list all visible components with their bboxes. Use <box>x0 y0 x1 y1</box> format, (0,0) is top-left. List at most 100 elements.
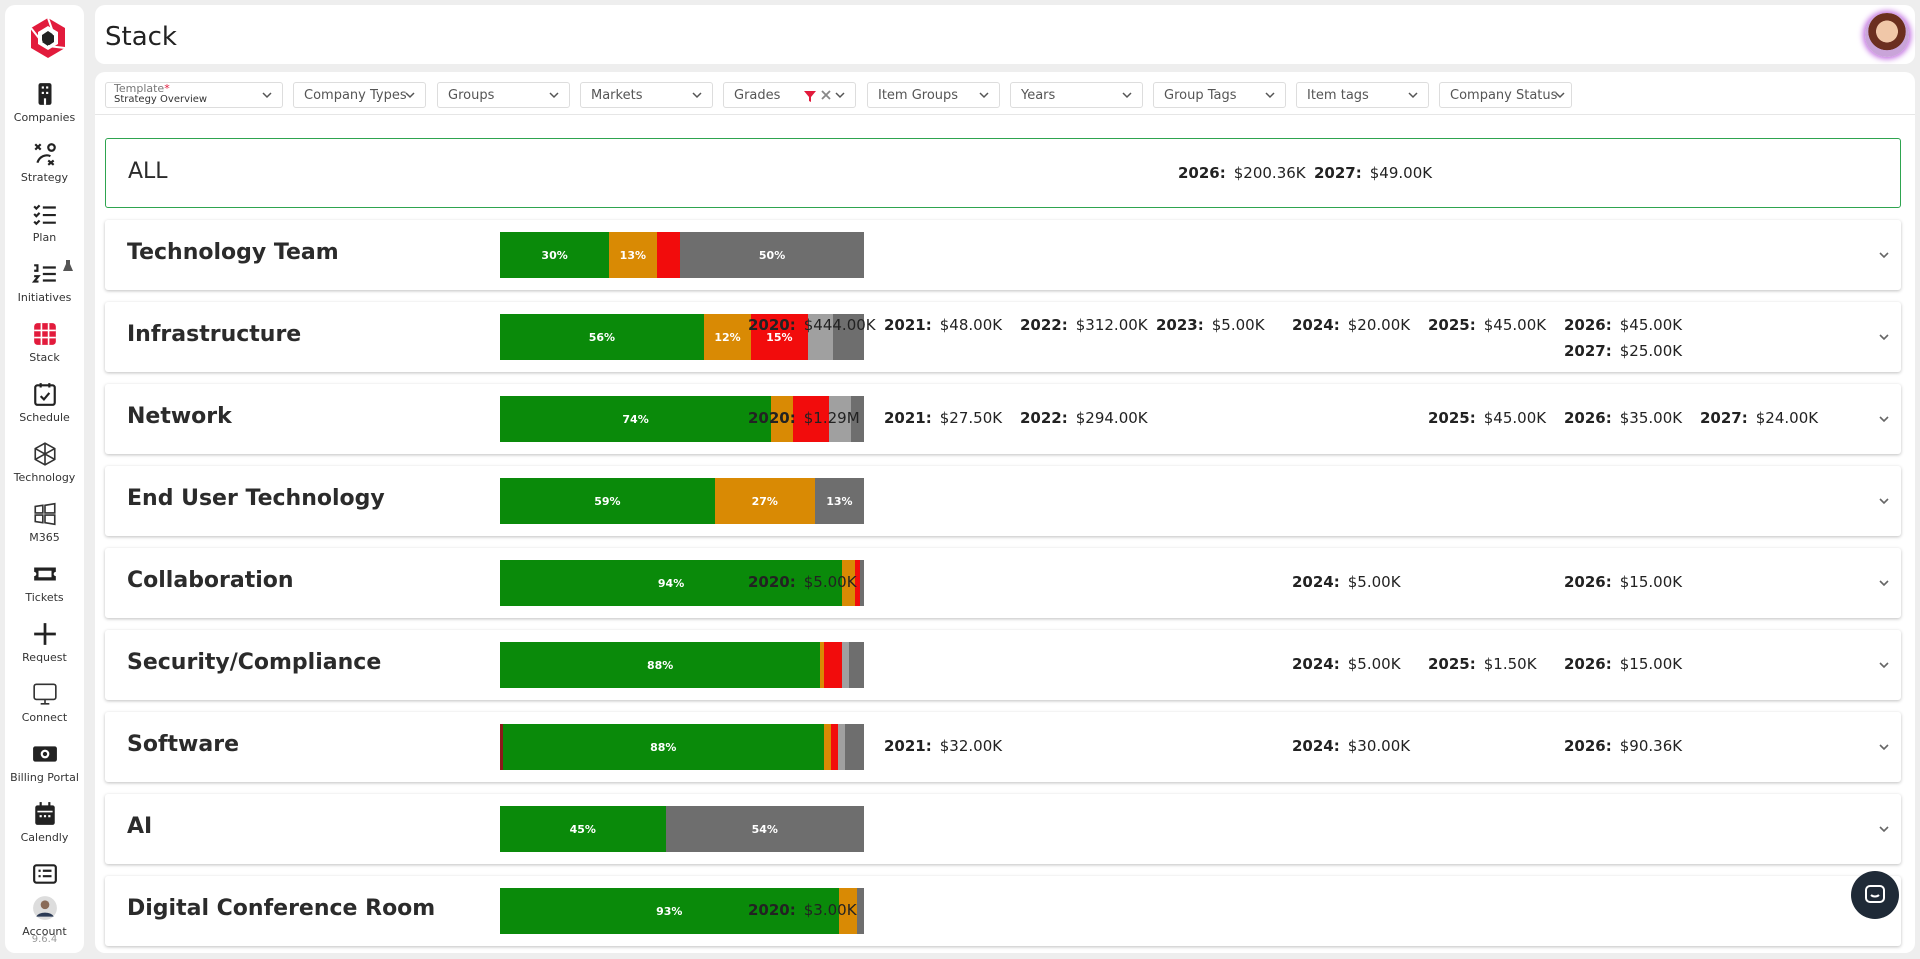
expand-chevron-icon[interactable] <box>1877 412 1891 426</box>
bar-segment-green[interactable]: 88% <box>500 642 821 688</box>
sidebar-item-strategy[interactable]: Strategy <box>5 139 84 199</box>
windows-icon <box>5 499 84 527</box>
sidebar-item-initiatives[interactable]: Initiatives <box>5 259 84 319</box>
filter-years[interactable]: Years <box>1010 82 1143 108</box>
bar-segment-orange[interactable] <box>823 724 832 770</box>
bar-segment-gray[interactable] <box>849 642 864 688</box>
sidebar-item-tickets[interactable]: Tickets <box>5 559 84 619</box>
sidebar-item-technology[interactable]: Technology <box>5 439 84 499</box>
filter-groups[interactable]: Groups <box>437 82 570 108</box>
bar-segment-red[interactable] <box>793 396 830 442</box>
year-cost: 2024: $5.00K <box>1292 573 1401 591</box>
bar-segment-orange[interactable] <box>771 396 793 442</box>
group-card[interactable]: Digital Conference Room 93% 2020: $3.00K <box>105 876 1901 946</box>
bar-segment-darkred[interactable] <box>500 724 503 770</box>
app-logo[interactable] <box>27 17 69 59</box>
group-card[interactable]: Technology Team 30% 13% 50% <box>105 220 1901 290</box>
cost-year: 2024: <box>1292 737 1340 755</box>
expand-chevron-icon[interactable] <box>1877 822 1891 836</box>
clear-filter-icon[interactable] <box>819 88 833 102</box>
bar-segment-green[interactable]: 56% <box>500 314 704 360</box>
bar-segment-green[interactable]: 93% <box>500 888 839 934</box>
sidebar-item-stack[interactable]: Stack <box>5 319 84 379</box>
sidebar-item-m365[interactable]: M365 <box>5 499 84 559</box>
bar-segment-orange[interactable] <box>820 642 824 688</box>
filter-markets[interactable]: Markets <box>580 82 713 108</box>
cost-year: 2024: <box>1292 655 1340 673</box>
bar-segment-gray[interactable] <box>833 314 864 360</box>
bar-segment-lightgray[interactable] <box>837 724 846 770</box>
bar-segment-gray[interactable] <box>851 396 864 442</box>
user-avatar[interactable] <box>1865 13 1909 57</box>
bar-segment-orange[interactable]: 12% <box>703 314 752 360</box>
group-card[interactable]: Security/Compliance 88% 2024: $5.00K 2025: $1… <box>105 630 1901 700</box>
filter-company-status[interactable]: Company Status <box>1439 82 1572 108</box>
bar-segment-lightgray[interactable] <box>842 642 850 688</box>
sidebar-item-label: Initiatives <box>17 291 72 304</box>
group-card[interactable]: Software 88% 2021: $32.00K 2024: $30.00K 2026:… <box>105 712 1901 782</box>
filter-item-groups[interactable]: Item Groups <box>867 82 1000 108</box>
expand-chevron-icon[interactable] <box>1877 494 1891 508</box>
sidebar-item-calendly[interactable]: Calendly <box>5 799 84 859</box>
bar-segment-green[interactable]: 74% <box>500 396 772 442</box>
sidebar-item-companies[interactable]: Companies <box>5 79 84 139</box>
group-card[interactable]: Infrastructure 56% 12% 15% 2020: $444.00K 2021… <box>105 302 1901 372</box>
expand-chevron-icon[interactable] <box>1877 658 1891 672</box>
filter-grades[interactable]: Grades <box>723 82 856 108</box>
expand-chevron-icon[interactable] <box>1877 330 1891 344</box>
bar-segment-gray[interactable]: 54% <box>665 806 864 852</box>
bar-segment-gray[interactable]: 13% <box>814 478 864 524</box>
sidebar-item-schedule[interactable]: Schedule <box>5 379 84 439</box>
bar-segment-green[interactable]: 59% <box>500 478 715 524</box>
bar-segment-gray[interactable] <box>845 724 864 770</box>
bar-segment-red[interactable] <box>831 724 838 770</box>
sidebar-item-plan[interactable]: Plan <box>5 199 84 259</box>
bar-segment-green[interactable]: 88% <box>502 724 824 770</box>
expand-chevron-icon[interactable] <box>1877 248 1891 262</box>
group-card[interactable]: Network 74% 2020: $1.29M 2021: $27.50K 2022: $2… <box>105 384 1901 454</box>
filter-company-types[interactable]: Company Types <box>293 82 426 108</box>
expand-chevron-icon[interactable] <box>1877 576 1891 590</box>
sidebar-item-billing-portal[interactable]: Billing Portal <box>5 739 84 799</box>
sidebar-item-request[interactable]: Request <box>5 619 84 679</box>
year-cost: 2020: $3.00K <box>748 901 857 919</box>
year-cost: 2027: $49.00K <box>1314 164 1432 182</box>
template-select[interactable]: Template* Strategy Overview <box>105 82 283 108</box>
bar-segment-gray[interactable] <box>860 560 864 606</box>
bar-segment-gray[interactable]: 50% <box>680 232 864 278</box>
year-cost: 2024: $30.00K <box>1292 737 1410 755</box>
grade-stack-bar: 56% 12% 15% <box>500 314 864 360</box>
group-card[interactable]: AI 45% 54% <box>105 794 1901 864</box>
sidebar-item-connect[interactable]: Connect <box>5 679 84 739</box>
bar-segment-green[interactable]: 30% <box>500 232 610 278</box>
year-cost: 2025: $1.50K <box>1428 655 1537 673</box>
sidebar-item-label: Technology <box>13 471 76 484</box>
bar-segment-red[interactable]: 15% <box>751 314 808 360</box>
filter-group-tags[interactable]: Group Tags <box>1153 82 1286 108</box>
bar-segment-red[interactable] <box>854 560 861 606</box>
bar-segment-orange[interactable]: 13% <box>609 232 657 278</box>
filter-item-tags[interactable]: Item tags <box>1296 82 1429 108</box>
chat-launcher-button[interactable] <box>1851 871 1899 919</box>
sidebar-item-account[interactable]: Account <box>5 893 84 953</box>
group-card[interactable]: End User Technology 59% 27% 13% <box>105 466 1901 536</box>
sidebar-item-list[interactable] <box>5 859 84 889</box>
cost-value: $5.00K <box>1211 316 1265 334</box>
bar-segment-orange[interactable] <box>842 560 855 606</box>
bar-segment-red[interactable] <box>823 642 843 688</box>
bar-segment-orange[interactable]: 27% <box>714 478 815 524</box>
bar-segment-red[interactable] <box>656 232 681 278</box>
year-cost: 2022: $294.00K <box>1020 409 1148 427</box>
bar-segment-gray[interactable] <box>856 888 864 934</box>
bar-segment-lightgray[interactable] <box>807 314 834 360</box>
bar-segment-green[interactable]: 45% <box>500 806 666 852</box>
year-costs: 2020: $444.00K 2021: $48.00K 2022: $312.00K 20… <box>105 302 1901 372</box>
group-card-all[interactable]: ALL 2026: $200.36K 2027: $49.00K <box>105 138 1901 208</box>
bar-segment-orange[interactable] <box>838 888 857 934</box>
checklist-icon <box>5 199 84 227</box>
bar-segment-lightgray[interactable] <box>829 396 852 442</box>
expand-chevron-icon[interactable] <box>1877 740 1891 754</box>
group-card[interactable]: Collaboration 94% 2020: $5.00K 2024: $5.00K 20… <box>105 548 1901 618</box>
cost-year: 2020: <box>748 901 796 919</box>
bar-segment-green[interactable]: 94% <box>500 560 843 606</box>
